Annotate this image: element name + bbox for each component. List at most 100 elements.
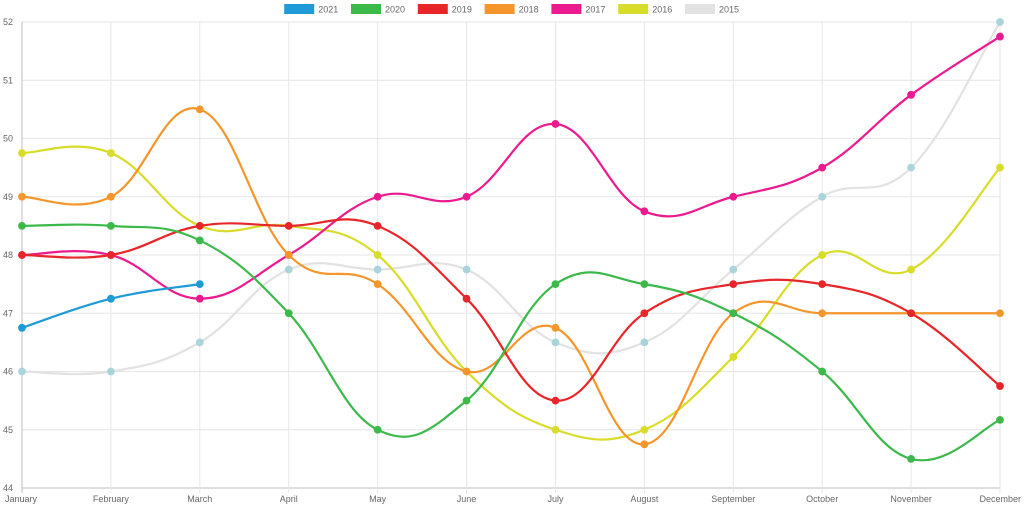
- data-point[interactable]: [195, 221, 204, 230]
- data-point[interactable]: [462, 367, 471, 376]
- data-point[interactable]: [551, 338, 560, 347]
- data-point[interactable]: [729, 353, 738, 361]
- data-point[interactable]: [373, 192, 382, 201]
- data-point[interactable]: [996, 18, 1004, 26]
- legend-label: 2018: [519, 5, 539, 15]
- legend-label: 2020: [385, 5, 405, 15]
- series-2018: [18, 105, 1004, 449]
- data-point[interactable]: [818, 251, 827, 259]
- legend-label: 2021: [318, 5, 338, 15]
- data-point[interactable]: [551, 396, 560, 405]
- data-point[interactable]: [729, 192, 738, 201]
- data-point[interactable]: [996, 32, 1004, 41]
- data-point[interactable]: [373, 425, 382, 434]
- data-point[interactable]: [729, 265, 738, 274]
- data-point[interactable]: [107, 221, 115, 230]
- data-point[interactable]: [462, 265, 471, 274]
- data-point[interactable]: [284, 265, 293, 274]
- y-tick-label: 48: [3, 250, 13, 260]
- data-point[interactable]: [551, 323, 560, 332]
- legend-item-2018[interactable]: 2018: [484, 4, 539, 15]
- data-point[interactable]: [18, 221, 26, 230]
- data-point[interactable]: [195, 338, 204, 347]
- data-point[interactable]: [729, 280, 738, 289]
- legend-item-2020[interactable]: 2020: [351, 4, 405, 15]
- data-point[interactable]: [996, 163, 1004, 172]
- series-2019: [18, 218, 1004, 405]
- data-point[interactable]: [907, 309, 915, 318]
- x-tick-label: January: [5, 494, 38, 504]
- data-point[interactable]: [373, 265, 382, 274]
- x-tick-label: September: [711, 494, 755, 504]
- data-point[interactable]: [373, 251, 382, 259]
- data-point[interactable]: [818, 192, 827, 201]
- legend-swatch: [484, 4, 515, 14]
- data-point[interactable]: [907, 90, 915, 99]
- legend-label: 2017: [585, 5, 605, 15]
- y-tick-label: 45: [3, 425, 13, 435]
- data-point[interactable]: [640, 425, 649, 434]
- grid: [21, 21, 1001, 493]
- legend-swatch: [351, 4, 381, 14]
- data-point[interactable]: [907, 265, 915, 274]
- data-point[interactable]: [640, 280, 649, 289]
- data-point[interactable]: [818, 367, 827, 376]
- data-point[interactable]: [640, 207, 649, 216]
- data-point[interactable]: [818, 309, 827, 318]
- legend-item-2016[interactable]: 2016: [618, 4, 672, 15]
- legend-swatch: [685, 4, 715, 14]
- data-point[interactable]: [818, 280, 827, 289]
- data-point[interactable]: [996, 309, 1004, 318]
- data-point[interactable]: [373, 221, 382, 230]
- data-point[interactable]: [729, 309, 738, 318]
- data-point[interactable]: [107, 251, 115, 259]
- data-point[interactable]: [996, 415, 1004, 424]
- series-line-2015: [20, 20, 1002, 376]
- data-point[interactable]: [907, 454, 915, 463]
- data-point[interactable]: [373, 280, 382, 289]
- data-point[interactable]: [195, 280, 204, 289]
- data-point[interactable]: [18, 251, 26, 259]
- data-point[interactable]: [462, 294, 471, 303]
- data-point[interactable]: [907, 163, 915, 172]
- data-point[interactable]: [551, 425, 560, 434]
- x-tick-label: February: [93, 494, 130, 504]
- data-point[interactable]: [195, 105, 204, 114]
- legend-item-2021[interactable]: 2021: [284, 4, 338, 15]
- data-point[interactable]: [284, 221, 293, 230]
- legend-swatch: [284, 4, 315, 14]
- data-point[interactable]: [551, 120, 560, 128]
- y-tick-label: 44: [3, 483, 13, 493]
- data-point[interactable]: [107, 192, 115, 201]
- data-point[interactable]: [107, 149, 115, 157]
- data-point[interactable]: [18, 192, 26, 201]
- series-line-2016: [20, 145, 1002, 441]
- data-point[interactable]: [18, 149, 26, 157]
- data-point[interactable]: [818, 163, 827, 172]
- data-point[interactable]: [462, 396, 471, 405]
- data-point[interactable]: [195, 236, 204, 245]
- x-tick-label: June: [457, 494, 477, 504]
- y-tick-label: 46: [3, 367, 13, 377]
- data-point[interactable]: [107, 367, 115, 376]
- data-point[interactable]: [640, 338, 649, 347]
- legend-item-2019[interactable]: 2019: [417, 4, 472, 15]
- data-point[interactable]: [640, 440, 649, 449]
- data-point[interactable]: [18, 323, 26, 332]
- data-point[interactable]: [195, 294, 204, 303]
- legend-item-2015[interactable]: 2015: [685, 4, 739, 15]
- data-point[interactable]: [284, 251, 293, 259]
- data-point[interactable]: [107, 294, 115, 303]
- data-point[interactable]: [640, 309, 649, 318]
- data-point[interactable]: [18, 367, 26, 376]
- x-tick-label: March: [187, 494, 212, 504]
- y-tick-label: 50: [3, 134, 13, 144]
- data-point[interactable]: [284, 309, 293, 318]
- legend-item-2017[interactable]: 2017: [551, 4, 605, 15]
- data-point[interactable]: [551, 280, 560, 289]
- data-point[interactable]: [996, 382, 1004, 390]
- data-point[interactable]: [462, 192, 471, 201]
- legend-label: 2015: [719, 5, 739, 15]
